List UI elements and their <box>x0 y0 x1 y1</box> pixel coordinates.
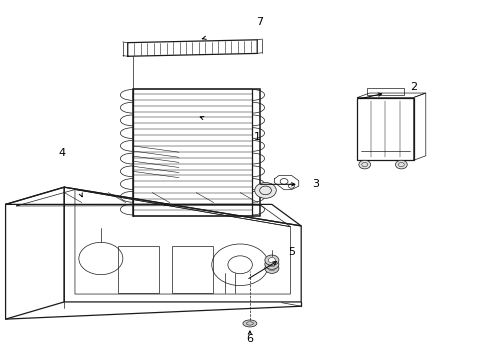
Circle shape <box>359 160 370 169</box>
Bar <box>357 98 414 160</box>
Circle shape <box>395 160 407 169</box>
Ellipse shape <box>243 320 257 327</box>
Circle shape <box>269 262 275 267</box>
Text: 6: 6 <box>246 333 253 343</box>
Circle shape <box>265 255 279 265</box>
Circle shape <box>255 183 276 198</box>
Text: 3: 3 <box>312 179 319 189</box>
Circle shape <box>265 259 279 269</box>
Bar <box>118 246 159 293</box>
Circle shape <box>269 266 275 271</box>
Text: 2: 2 <box>410 82 417 92</box>
Text: 5: 5 <box>288 247 295 257</box>
Circle shape <box>269 258 275 263</box>
Text: 7: 7 <box>256 17 263 27</box>
Text: 1: 1 <box>254 132 261 142</box>
Text: 4: 4 <box>58 148 65 158</box>
Circle shape <box>265 263 279 273</box>
Bar <box>172 246 213 293</box>
Bar <box>367 88 404 95</box>
Bar <box>133 89 260 216</box>
